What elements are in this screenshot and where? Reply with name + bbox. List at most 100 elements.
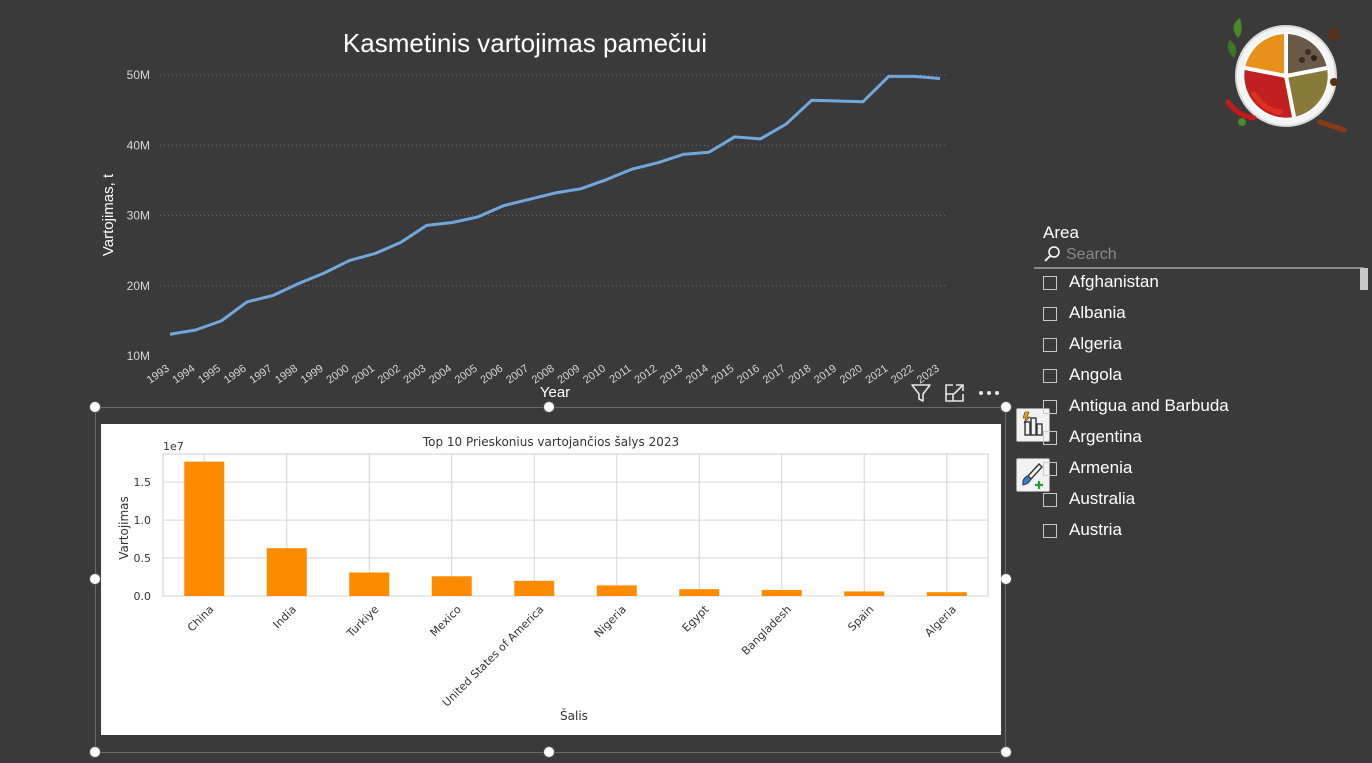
y-tick-label: 50M: [127, 68, 150, 82]
x-tick-label: 2013: [658, 363, 685, 387]
checkbox[interactable]: [1043, 431, 1057, 445]
build-visual-icon: [1022, 411, 1043, 436]
checkbox[interactable]: [1043, 462, 1057, 476]
bar: [926, 592, 967, 596]
y-tick-label: 40M: [127, 138, 150, 152]
x-tick-label: 2012: [632, 363, 659, 387]
checkbox[interactable]: [1043, 369, 1057, 383]
x-tick-label: India: [271, 603, 299, 631]
line-chart-visual[interactable]: Kasmetinis vartojimas pamečiui 10M 20M 30M…: [0, 0, 1000, 405]
slicer-item-label: Antigua and Barbuda: [1069, 396, 1229, 415]
bar: [431, 576, 472, 596]
checkbox[interactable]: [1043, 276, 1057, 290]
focus-mode-icon[interactable]: [942, 380, 968, 406]
x-tick-label: 2007: [504, 363, 531, 387]
x-tick-label: 2001: [350, 363, 377, 387]
bar: [349, 572, 390, 596]
x-tick-label: 2019: [812, 363, 839, 387]
bar: [596, 585, 637, 596]
checkbox[interactable]: [1043, 493, 1057, 507]
line-chart-title: Kasmetinis vartojimas pamečiui: [342, 28, 708, 58]
x-tick-label: 2011: [607, 363, 633, 386]
x-tick-label: Spain: [845, 603, 876, 634]
slicer-item-label: Afghanistan: [1069, 272, 1159, 291]
search-icon: [1044, 246, 1060, 262]
y-tick-label: 0.0: [134, 590, 152, 603]
resize-handle-bottom[interactable]: [543, 746, 555, 758]
bar-chart-title: Top 10 Prieskonius vartojančios šalys 20…: [422, 435, 679, 449]
checkbox[interactable]: [1043, 307, 1057, 321]
y-tick-label: 20M: [127, 279, 150, 293]
x-tick-label: 2003: [401, 363, 428, 387]
x-tick-label: 2008: [530, 363, 557, 387]
slicer-scrollbar[interactable]: [1360, 268, 1368, 290]
area-slicer: Area Afghanistan Albania Algeria Angola Anti…: [1034, 220, 1370, 542]
bar: [679, 589, 720, 596]
x-tick-label: 2000: [324, 363, 351, 387]
bar-chart-visual[interactable]: 0.0 0.5 1.0 1.5 China India Turkiye Mexico Unite…: [101, 424, 1001, 735]
x-tick-label: 2017: [761, 363, 788, 387]
slicer-search-input[interactable]: [1066, 245, 1356, 265]
line-chart-plot: 10M 20M 30M 40M 50M 1993199419951996199719981…: [100, 68, 948, 401]
x-tick-label: China: [185, 603, 216, 634]
x-tick-label: 1995: [196, 363, 223, 387]
x-tick-label: Algeria: [922, 603, 959, 640]
y-tick-label: 1.0: [134, 514, 152, 527]
resize-handle-bottom-right[interactable]: [1000, 746, 1012, 758]
x-tick-label: Nigeria: [592, 603, 629, 640]
more-options-icon[interactable]: [976, 380, 1002, 406]
checkbox[interactable]: [1043, 524, 1057, 538]
x-tick-label: 2014: [684, 363, 711, 387]
slicer-item-label: Austria: [1069, 520, 1122, 539]
checkbox[interactable]: [1043, 338, 1057, 352]
x-tick-label: 2021: [863, 363, 890, 387]
x-tick-label: 2010: [581, 363, 608, 387]
resize-handle-top[interactable]: [543, 401, 555, 413]
x-tick-label: Mexico: [428, 603, 465, 640]
x-tick-label: 1999: [299, 363, 326, 387]
y-axis-label: Vartojimas, t: [100, 173, 117, 256]
x-tick-label: 2009: [555, 363, 582, 387]
x-tick-label: Turkiye: [344, 603, 382, 641]
x-tick-label: 2005: [453, 363, 480, 387]
slicer-item-label: Algeria: [1069, 334, 1122, 353]
y-tick-label: 0.5: [134, 552, 152, 565]
bar: [266, 548, 307, 596]
resize-handle-left[interactable]: [89, 573, 101, 585]
x-tick-label: 2006: [478, 363, 505, 387]
x-tick-label: Bangladesh: [739, 603, 794, 658]
y-tick-label: 1.5: [134, 476, 152, 489]
resize-handle-right[interactable]: [1000, 573, 1012, 585]
slicer-search: [1034, 245, 1364, 269]
resize-handle-top-left[interactable]: [89, 401, 101, 413]
slicer-item-label: Angola: [1069, 365, 1122, 384]
resize-handle-bottom-left[interactable]: [89, 746, 101, 758]
consumption-line: [169, 74, 941, 336]
x-tick-label: 1997: [247, 363, 274, 387]
x-tick-label: 1998: [273, 363, 300, 387]
filter-icon[interactable]: [908, 380, 934, 406]
x-tick-label: 1996: [222, 363, 249, 387]
y-axis-label: Vartojimas: [117, 496, 131, 560]
y-tick-label: 10M: [127, 349, 150, 363]
slicer-item-label: Argentina: [1069, 427, 1142, 446]
slicer-title: Area: [1043, 223, 1079, 242]
slicer-item-label: Australia: [1069, 489, 1136, 508]
slicer-item-label: Albania: [1069, 303, 1126, 322]
checkbox[interactable]: [1043, 400, 1057, 414]
x-tick-label: 1994: [170, 363, 197, 387]
x-tick-label: 2020: [838, 363, 865, 387]
y-offset-label: 1e7: [163, 440, 184, 453]
bar: [514, 580, 555, 596]
spices-bowl-logo: [1224, 18, 1350, 136]
bar: [184, 461, 225, 596]
visual-header: [906, 380, 1006, 406]
resize-handle-top-right[interactable]: [1000, 401, 1012, 413]
x-axis-label: Šalis: [560, 708, 588, 723]
slicer-item-label: Armenia: [1069, 458, 1133, 477]
x-tick-label: 2016: [735, 363, 762, 387]
x-tick-label: Egypt: [680, 602, 712, 634]
x-tick-label: 2004: [427, 363, 454, 387]
x-tick-label: 2018: [786, 363, 813, 387]
